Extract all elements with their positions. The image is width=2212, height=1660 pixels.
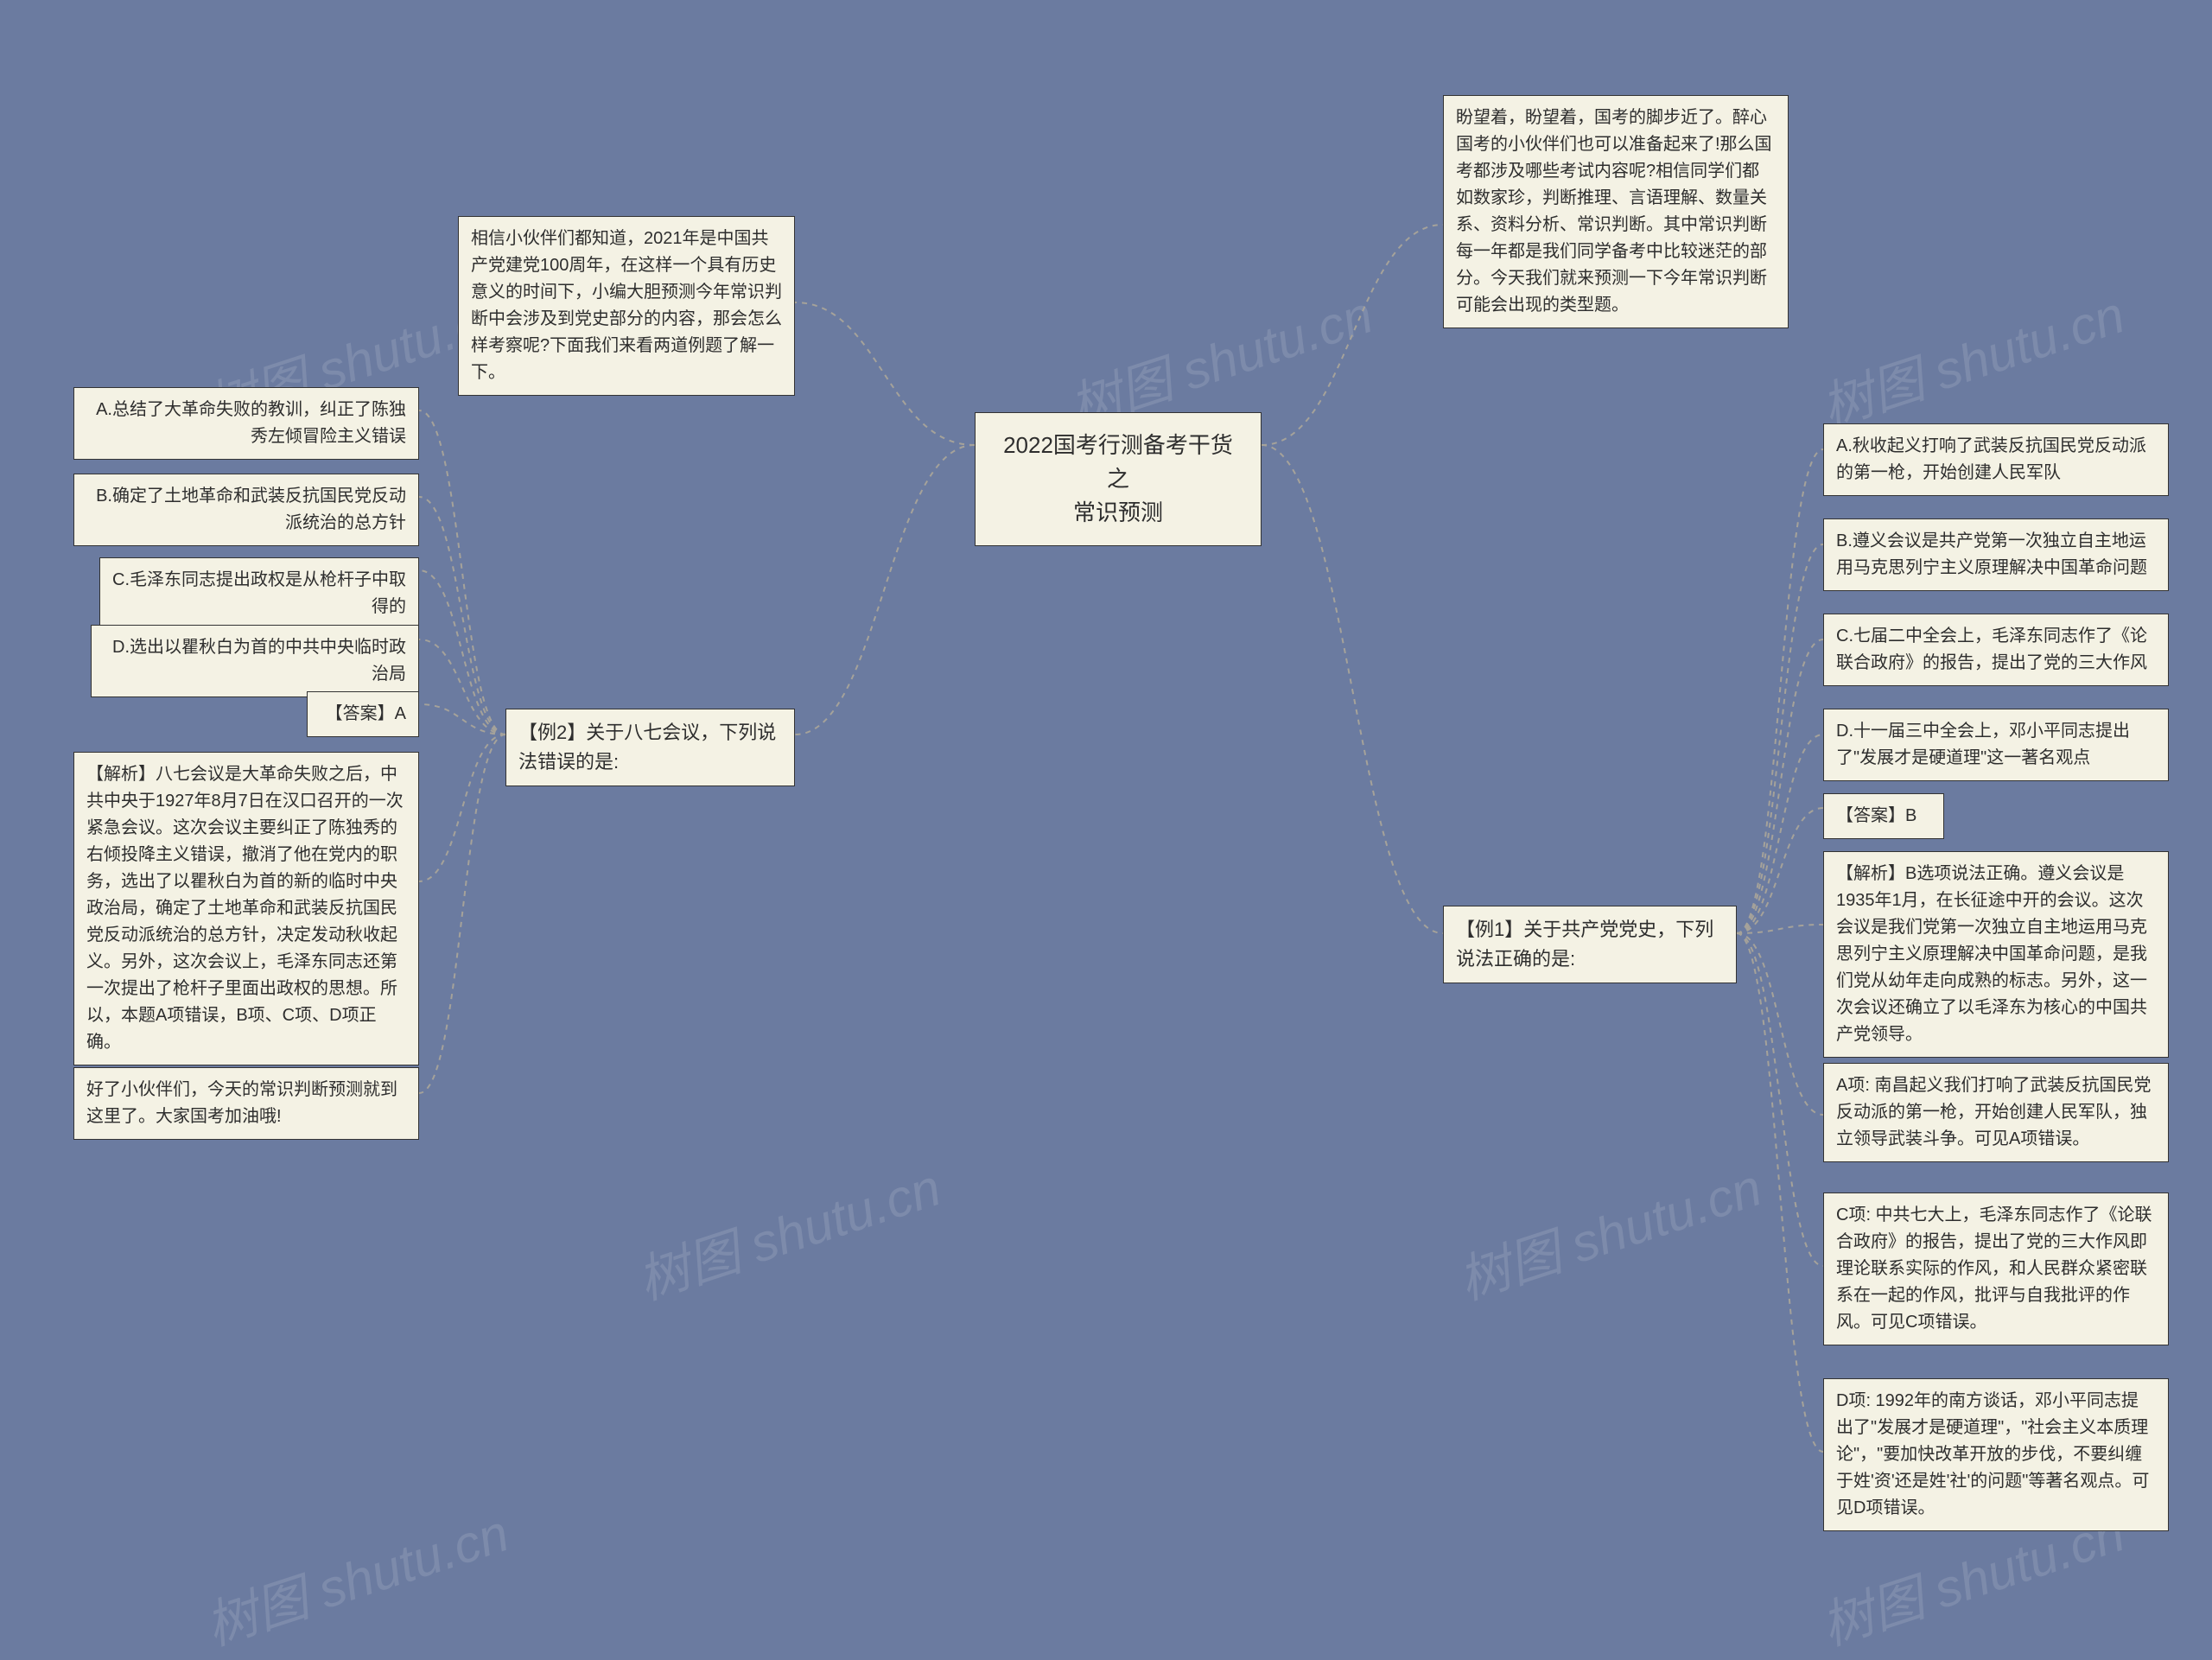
left-question: 【例2】关于八七会议，下列说法错误的是: <box>505 709 795 786</box>
left-option-a: A.总结了大革命失败的教训，纠正了陈独秀左倾冒险主义错误 <box>73 387 419 460</box>
right-analysis-a: A项: 南昌起义我们打响了武装反抗国民党反动派的第一枪，开始创建人民军队，独立领… <box>1823 1063 2169 1162</box>
watermark: 树图 shutu.cn <box>626 1146 949 1314</box>
watermark: 树图 shutu.cn <box>194 1491 517 1660</box>
left-intro: 相信小伙伴们都知道，2021年是中国共产党建党100周年，在这样一个具有历史意义… <box>458 216 795 396</box>
left-option-b: B.确定了土地革命和武装反抗国民党反动派统治的总方针 <box>73 474 419 546</box>
right-analysis-c: C项: 中共七大上，毛泽东同志作了《论联合政府》的报告，提出了党的三大作风即理论… <box>1823 1193 2169 1345</box>
left-closing: 好了小伙伴们，今天的常识判断预测就到这里了。大家国考加油哦! <box>73 1067 419 1140</box>
right-option-d: D.十一届三中全会上，邓小平同志提出了"发展才是硬道理"这一著名观点 <box>1823 709 2169 781</box>
left-answer: 【答案】A <box>307 691 419 737</box>
center-line2: 常识预测 <box>1073 499 1163 525</box>
right-analysis-d: D项: 1992年的南方谈话，邓小平同志提出了"发展才是硬道理"，"社会主义本质… <box>1823 1378 2169 1531</box>
left-option-d: D.选出以瞿秋白为首的中共中央临时政治局 <box>91 625 419 697</box>
right-intro: 盼望着，盼望着，国考的脚步近了。醉心国考的小伙伴们也可以准备起来了!那么国考都涉… <box>1443 95 1789 328</box>
center-node: 2022国考行测备考干货之 常识预测 <box>975 412 1262 546</box>
right-question: 【例1】关于共产党党史，下列说法正确的是: <box>1443 906 1737 983</box>
center-line1: 2022国考行测备考干货之 <box>1003 432 1233 492</box>
right-analysis-b: 【解析】B选项说法正确。遵义会议是1935年1月，在长征途中开的会议。这次会议是… <box>1823 851 2169 1058</box>
right-option-a: A.秋收起义打响了武装反抗国民党反动派的第一枪，开始创建人民军队 <box>1823 423 2169 496</box>
left-analysis: 【解析】八七会议是大革命失败之后，中共中央于1927年8月7日在汉口召开的一次紧… <box>73 752 419 1065</box>
watermark: 树图 shutu.cn <box>1447 1146 1770 1314</box>
right-option-b: B.遵义会议是共产党第一次独立自主地运用马克思列宁主义原理解决中国革命问题 <box>1823 518 2169 591</box>
right-option-c: C.七届二中全会上，毛泽东同志作了《论联合政府》的报告，提出了党的三大作风 <box>1823 614 2169 686</box>
watermark: 树图 shutu.cn <box>1810 273 2133 442</box>
left-option-c: C.毛泽东同志提出政权是从枪杆子中取得的 <box>99 557 419 630</box>
right-answer: 【答案】B <box>1823 793 1944 839</box>
